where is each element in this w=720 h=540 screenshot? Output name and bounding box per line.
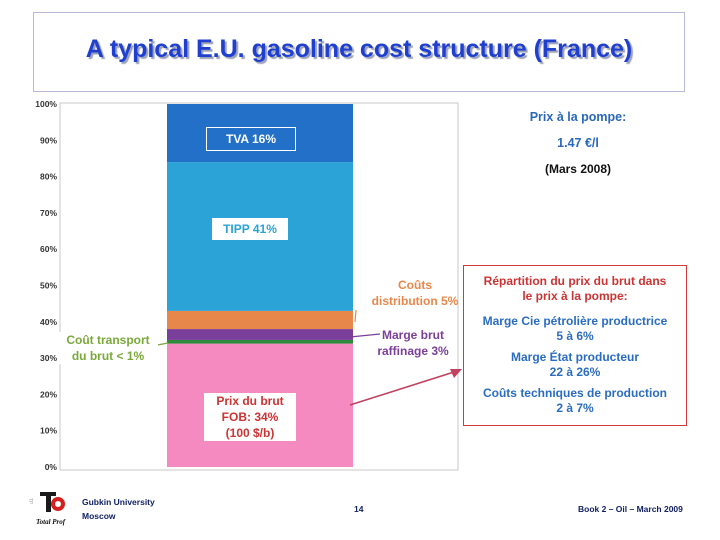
y-tick-label: 40% bbox=[40, 317, 57, 327]
label-couts: Coûts distribution 5% bbox=[360, 277, 470, 309]
footer-page-number: 14 bbox=[354, 504, 364, 514]
pump-price-date: (Mars 2008) bbox=[544, 162, 612, 176]
repartition-arrow bbox=[349, 371, 455, 406]
footer-city: Moscow bbox=[82, 511, 116, 521]
label-tva-text: TVA 16% bbox=[225, 132, 276, 146]
repartition-item-label: Coûts techniques de production bbox=[482, 386, 667, 400]
repartition-item: Coûts techniques de production 2 à 7% bbox=[464, 386, 686, 416]
label-prix-line3: (100 $/b) bbox=[225, 426, 275, 440]
repartition-item-value: 2 à 7% bbox=[556, 401, 594, 415]
repartition-item: Marge État producteur 22 à 26% bbox=[464, 350, 686, 380]
y-tick-label: 60% bbox=[40, 244, 57, 254]
label-transport: Coût transport du brut < 1% bbox=[58, 332, 158, 364]
logo-caption: Total Prof bbox=[36, 518, 66, 526]
y-tick-label: 50% bbox=[40, 281, 57, 291]
label-prix-line2: FOB: 34% bbox=[221, 410, 279, 424]
label-prix-brut: Prix du brut FOB: 34% (100 $/b) bbox=[204, 393, 296, 441]
repartition-box: Répartition du prix du brut dans le prix… bbox=[463, 265, 687, 426]
repartition-heading-line1: Répartition du prix du brut dans bbox=[483, 274, 667, 288]
y-tick-label: 90% bbox=[40, 135, 57, 145]
label-marge: Marge brut raffinage 3% bbox=[365, 327, 461, 359]
y-tick-label: 20% bbox=[40, 389, 57, 399]
bar-segment-marge-brut-raffinage bbox=[167, 329, 353, 340]
footer-book: Book 2 – Oil – March 2009 bbox=[578, 504, 683, 514]
leader-marge bbox=[349, 333, 381, 338]
y-axis: 0% 10% 20% 30% 40% 50% 60% 70% 80% 90% 100% bbox=[35, 99, 57, 472]
footer-university: Gubkin University bbox=[82, 497, 155, 507]
repartition-item-label: Marge Cie pétrolière productrice bbox=[482, 314, 668, 328]
label-marge-line1: Marge brut bbox=[381, 328, 444, 342]
label-couts-line1: Coûts bbox=[398, 278, 432, 292]
y-tick-label: 0% bbox=[45, 462, 58, 472]
y-tick-label: 100% bbox=[35, 99, 57, 109]
total-prof-logo: TP Total Prof bbox=[26, 490, 72, 528]
pump-price-panel: Prix à la pompe: 1.47 €/l (Mars 2008) bbox=[478, 110, 678, 176]
repartition-item: Marge Cie pétrolière productrice 5 à 6% bbox=[464, 314, 686, 344]
label-tva: TVA 16% bbox=[206, 127, 296, 151]
bar-segment-co-ts-distribution bbox=[167, 310, 353, 330]
slide-title: A typical E.U. gasoline cost structure (… bbox=[85, 35, 633, 63]
label-marge-line2: raffinage 3% bbox=[377, 344, 449, 358]
repartition-item-value: 22 à 26% bbox=[549, 365, 601, 379]
arrow-head bbox=[450, 369, 462, 378]
label-couts-line2: distribution 5% bbox=[371, 294, 459, 308]
svg-text:TP: TP bbox=[27, 498, 33, 505]
y-tick-label: 80% bbox=[40, 172, 57, 182]
plot-area-border bbox=[59, 102, 459, 471]
label-tipp: TIPP 41% bbox=[212, 218, 288, 240]
label-prix-line1: Prix du brut bbox=[216, 394, 284, 408]
label-transport-line1: Coût transport bbox=[66, 333, 150, 347]
repartition-heading-line2: le prix à la pompe: bbox=[522, 289, 628, 303]
leader-couts bbox=[354, 309, 357, 323]
bar-segment-co-t-transport-du-brut bbox=[167, 339, 353, 344]
y-tick-label: 10% bbox=[40, 426, 57, 436]
pump-price-value: 1.47 €/l bbox=[557, 136, 599, 150]
y-tick-label: 70% bbox=[40, 208, 57, 218]
y-tick-label: 30% bbox=[40, 353, 57, 363]
label-tipp-text: TIPP 41% bbox=[223, 222, 277, 236]
pump-price-heading: Prix à la pompe: bbox=[529, 110, 627, 124]
repartition-item-value: 5 à 6% bbox=[556, 329, 594, 343]
repartition-heading: Répartition du prix du brut dans le prix… bbox=[464, 274, 686, 304]
title-box: A typical E.U. gasoline cost structure (… bbox=[33, 12, 685, 92]
label-transport-line2: du brut < 1% bbox=[71, 349, 145, 363]
repartition-item-label: Marge État producteur bbox=[510, 350, 639, 364]
